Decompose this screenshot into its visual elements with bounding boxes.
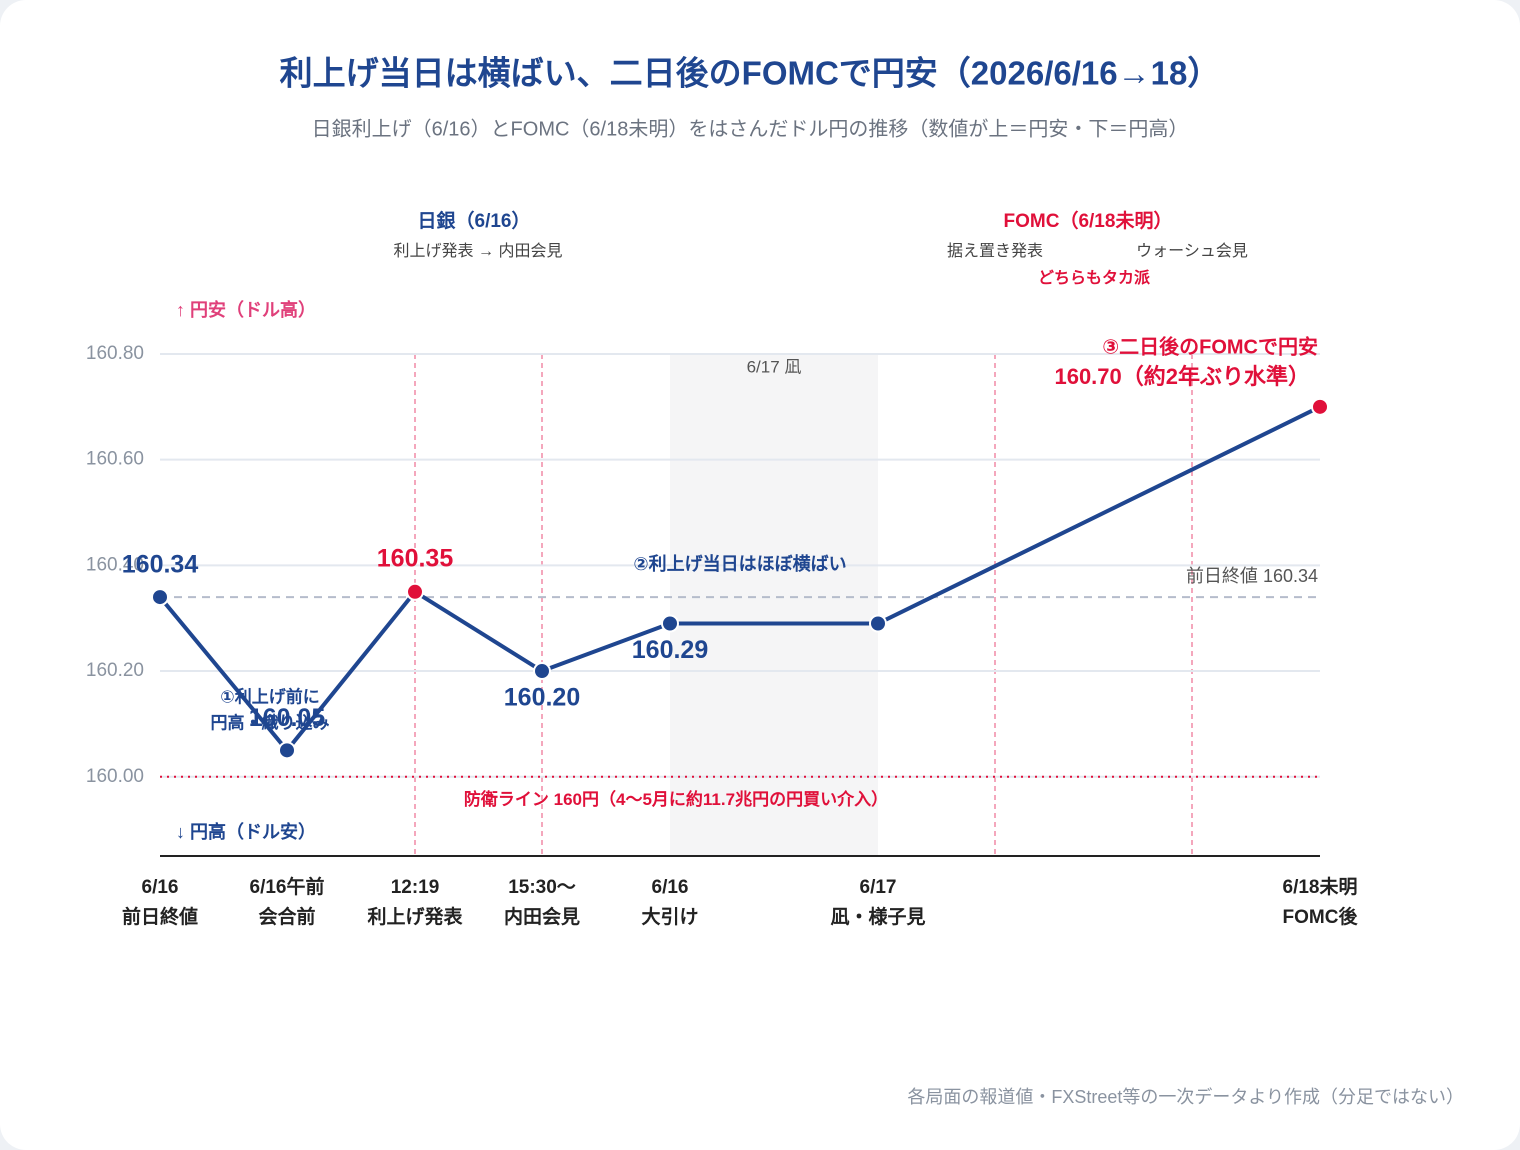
- y-tick-label: 160.20: [86, 660, 144, 681]
- x-tick-label: 凪・様子見: [830, 905, 925, 928]
- x-tick-label: 内田会見: [504, 905, 580, 928]
- x-tick-label: 6/18未明: [1283, 875, 1358, 898]
- y-tick-label: 160.00: [86, 766, 144, 787]
- event-title: 日銀（6/16）: [418, 209, 531, 232]
- event-detail: 据え置き発表: [947, 242, 1043, 260]
- data-point: [661, 614, 679, 633]
- data-point: [869, 614, 887, 633]
- x-tick-label: 12:19: [391, 877, 440, 898]
- data-label: 160.34: [122, 551, 199, 579]
- axis-label: ↑ 円安（ドル高）: [176, 299, 316, 320]
- y-tick-label: 160.40: [86, 554, 144, 575]
- y-tick-label: 160.80: [86, 343, 144, 364]
- shaded-region: [670, 354, 878, 856]
- x-tick-label: 6/17: [860, 877, 897, 898]
- x-tick-label: 15:30〜: [508, 877, 576, 898]
- annotation: 160.70（約2年ぶり水準）: [1054, 364, 1310, 389]
- annotation: ①利上げ前に: [220, 686, 319, 706]
- x-tick-label: 会合前: [258, 905, 315, 928]
- data-point: [1311, 397, 1329, 416]
- x-tick-label: 大引け: [641, 905, 698, 928]
- event-title: FOMC（6/18未明）: [1004, 209, 1173, 232]
- annotation: ②利上げ当日はほぼ横ばい: [633, 553, 846, 574]
- x-tick-label: 6/16: [142, 877, 179, 898]
- chart-title: 利上げ当日は横ばい、二日後のFOMCで円安（2026/6/16→18）: [280, 55, 1221, 92]
- reference-label: 前日終値 160.34: [1186, 566, 1318, 586]
- data-label: 160.05: [249, 704, 326, 732]
- y-tick-label: 160.60: [86, 449, 144, 470]
- event-detail: ウォーシュ会見: [1136, 242, 1248, 260]
- x-tick-label: FOMC後: [1283, 905, 1359, 928]
- reference-label: 防衛ライン 160円（4〜5月に約11.7兆円の円買い介入）: [464, 789, 888, 809]
- event-note: どちらもタカ派: [1038, 269, 1151, 287]
- x-tick-label: 6/16: [652, 877, 689, 898]
- data-label: 160.20: [504, 684, 580, 712]
- event-detail: 利上げ発表 → 内田会見: [394, 242, 563, 260]
- x-tick-label: 利上げ発表: [367, 905, 463, 928]
- event-lines: [414, 354, 1193, 856]
- data-label: 160.29: [632, 636, 708, 664]
- x-tick-label: 前日終値: [122, 905, 198, 928]
- data-point: [278, 741, 296, 760]
- data-point: [406, 582, 424, 601]
- source-note: 各局面の報道値・FXStreet等の一次データより作成（分足ではない）: [907, 1087, 1464, 1107]
- axis-label: ↓ 円高（ドル安）: [176, 821, 316, 842]
- data-label: 160.35: [377, 544, 454, 572]
- annotation: ③二日後のFOMCで円安: [1102, 334, 1318, 358]
- x-tick-label: 6/16午前: [250, 875, 325, 898]
- annotation: 円高・織り込み: [211, 712, 330, 732]
- shaded-label: 6/17 凪: [747, 357, 802, 376]
- chart-subtitle: 日銀利上げ（6/16）とFOMC（6/18未明）をはさんだドル円の推移（数値が上…: [312, 117, 1189, 140]
- data-point: [151, 588, 169, 607]
- data-point: [533, 662, 551, 681]
